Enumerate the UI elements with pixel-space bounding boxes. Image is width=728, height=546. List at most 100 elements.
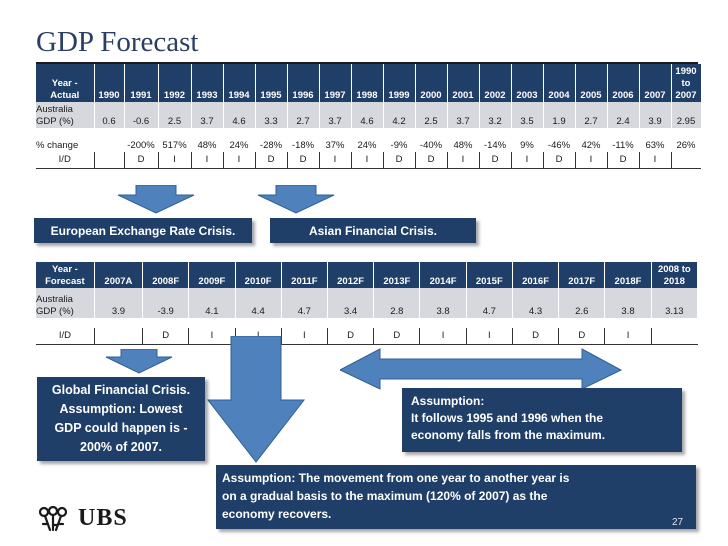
header-label-cell: Year - Actual bbox=[36, 64, 95, 102]
year-header-1994: 1994 bbox=[223, 64, 256, 102]
forecast-id-label: I/D bbox=[36, 328, 95, 345]
year-header-2005: 2005 bbox=[575, 64, 608, 102]
change-value-cell: -200% bbox=[127, 139, 155, 151]
forecast-gdp-value-cell: 3.9 bbox=[94, 288, 144, 318]
id-value-cell: D bbox=[607, 152, 640, 169]
id-value-cell: D bbox=[479, 152, 512, 169]
year-header-2003: 2003 bbox=[511, 64, 544, 102]
id-value-cell: I bbox=[191, 152, 224, 169]
change-value-cell: 48% bbox=[197, 139, 217, 151]
id-value-cell: I bbox=[447, 152, 480, 169]
ubs-keys-icon bbox=[38, 505, 68, 531]
range-header-line2: to bbox=[681, 78, 691, 89]
gdp-value-cell: 1.9 bbox=[543, 102, 576, 128]
forecast-id-value-cell: I bbox=[419, 328, 467, 345]
change-value-cell: 24% bbox=[229, 139, 249, 151]
forecast-id-value-cell bbox=[651, 328, 698, 345]
year-header-2002: 2002 bbox=[479, 64, 512, 102]
gradual-recovery-line2: on a gradual basis to the maximum (120% … bbox=[222, 489, 548, 503]
year-header-2006: 2006 bbox=[607, 64, 640, 102]
change-value-cell: 42% bbox=[581, 139, 601, 151]
forecast-year-header-2011F: 2011F bbox=[281, 262, 328, 288]
forecast-id-value-cell: I bbox=[604, 328, 652, 345]
id-value-cell bbox=[671, 152, 701, 169]
gdp-label-cell: Australia GDP (%) bbox=[36, 102, 95, 128]
gdp-value-cell: 3.7 bbox=[319, 102, 352, 128]
asian-crisis-callout: Asian Financial Crisis. bbox=[270, 218, 476, 243]
id-value-cell: D bbox=[287, 152, 320, 169]
gfc-down-arrow bbox=[105, 349, 173, 374]
forecast-gdp-label-cell: Australia GDP (%) bbox=[36, 288, 95, 318]
gdp-value-cell: 4.6 bbox=[351, 102, 384, 128]
change-value-cell: -18% bbox=[291, 139, 315, 151]
gdp-value-cell: 2.7 bbox=[287, 102, 320, 128]
forecast-gdp-value-cell: 4.4 bbox=[235, 288, 282, 318]
gdp-value-cell: 0.6 bbox=[94, 102, 125, 128]
gdp-value-cell: 3.5 bbox=[511, 102, 544, 128]
forecast-header-row: Year - Forecast 2007A 2008F 2009F 2010F 2011… bbox=[36, 262, 699, 288]
gdp-value-cell: 2.5 bbox=[415, 102, 448, 128]
gdp-value-cell: 2.5 bbox=[158, 102, 192, 128]
range-header-line3: 2007 bbox=[675, 90, 697, 101]
gdp-label-line1: Australia bbox=[36, 104, 73, 115]
id-value-cell: D bbox=[543, 152, 576, 169]
maximum-fall-line1: Assumption: bbox=[411, 394, 485, 408]
forecast-gdp-label-line2: GDP (%) bbox=[36, 306, 74, 317]
european-crisis-callout: European Exchange Rate Crisis. bbox=[34, 218, 252, 243]
year-header-1997: 1997 bbox=[319, 64, 352, 102]
gdp-value-cell: -0.6 bbox=[124, 102, 159, 128]
forecast-range-header-line1: 2008 to bbox=[657, 264, 691, 275]
maximum-fall-line3: economy falls from the maximum. bbox=[411, 428, 606, 442]
forecast-gdp-value-cell: 4.1 bbox=[188, 288, 236, 318]
gdp-label-line2: GDP (%) bbox=[36, 116, 74, 127]
id-value-cell: D bbox=[383, 152, 416, 169]
maximum-fall-right-arrow bbox=[340, 348, 622, 390]
gfc-assumption-callout: Global Financial Crisis. Assumption: Low… bbox=[37, 377, 205, 461]
forecast-gdp-value-cell: 4.7 bbox=[466, 288, 513, 318]
id-value-cell: I bbox=[158, 152, 192, 169]
gdp-value-cell: 2.7 bbox=[575, 102, 608, 128]
change-value-cell: 26% bbox=[676, 139, 696, 151]
forecast-id-value-cell: D bbox=[373, 328, 421, 345]
forecast-year-header-2008F: 2008F bbox=[142, 262, 190, 288]
forecast-gdp-value-cell: 4.3 bbox=[512, 288, 560, 318]
actual-change-row: % change -200% 517% 48% 24% -28% -18% 37% 24% -9… bbox=[36, 138, 701, 152]
forecast-id-value-cell bbox=[94, 328, 144, 345]
forecast-id-value-cell: I bbox=[466, 328, 513, 345]
change-label: % change bbox=[36, 139, 79, 151]
change-value-cell: 63% bbox=[645, 139, 665, 151]
gdp-value-cell: 2.95 bbox=[671, 102, 702, 128]
title-divider bbox=[36, 62, 698, 64]
maximum-fall-line2: It follows 1995 and 1996 when the bbox=[411, 411, 604, 425]
gradual-recovery-line3: economy recovers. bbox=[222, 507, 332, 521]
european-crisis-text: European Exchange Rate Crisis. bbox=[50, 223, 236, 238]
page-number: 27 bbox=[672, 517, 684, 528]
forecast-gdp-value-cell: 4.7 bbox=[281, 288, 328, 318]
gdp-value-cell: 4.6 bbox=[223, 102, 256, 128]
gradual-recovery-assumption-callout: Assumption: The movement from one year t… bbox=[216, 465, 696, 529]
actual-header-row: Year - Actual 1990 1991 1992 1993 1994 1995 19… bbox=[36, 64, 702, 102]
gradual-recovery-down-arrow bbox=[206, 336, 306, 463]
forecast-year-header-2017F: 2017F bbox=[558, 262, 606, 288]
id-value-cell: D bbox=[124, 152, 159, 169]
actual-gdp-table: Year - Actual 1990 1991 1992 1993 1994 1995 19… bbox=[36, 64, 702, 169]
year-header-1998: 1998 bbox=[351, 64, 384, 102]
forecast-gdp-value-cell: 3.13 bbox=[651, 288, 699, 318]
change-value-cell: -9% bbox=[390, 139, 408, 151]
change-value-cell: 48% bbox=[453, 139, 473, 151]
forecast-gdp-value-cell: 2.8 bbox=[373, 288, 421, 318]
id-value-cell bbox=[94, 152, 125, 169]
forecast-gdp-value-cell: 3.8 bbox=[419, 288, 467, 318]
gfc-line4: 200% of 2007. bbox=[80, 440, 162, 454]
year-header-2000: 2000 bbox=[415, 64, 448, 102]
asian-crisis-text: Asian Financial Crisis. bbox=[308, 223, 438, 238]
change-value-cell: 517% bbox=[162, 139, 187, 151]
id-value-cell: I bbox=[575, 152, 608, 169]
gdp-value-cell: 3.9 bbox=[639, 102, 672, 128]
forecast-gdp-value-cell: -3.9 bbox=[142, 288, 190, 318]
change-value-cell bbox=[94, 138, 124, 152]
forecast-header-label-cell: Year - Forecast bbox=[36, 262, 95, 288]
forecast-header-label-line1: Year - bbox=[51, 264, 78, 275]
gdp-value-cell: 3.2 bbox=[479, 102, 512, 128]
